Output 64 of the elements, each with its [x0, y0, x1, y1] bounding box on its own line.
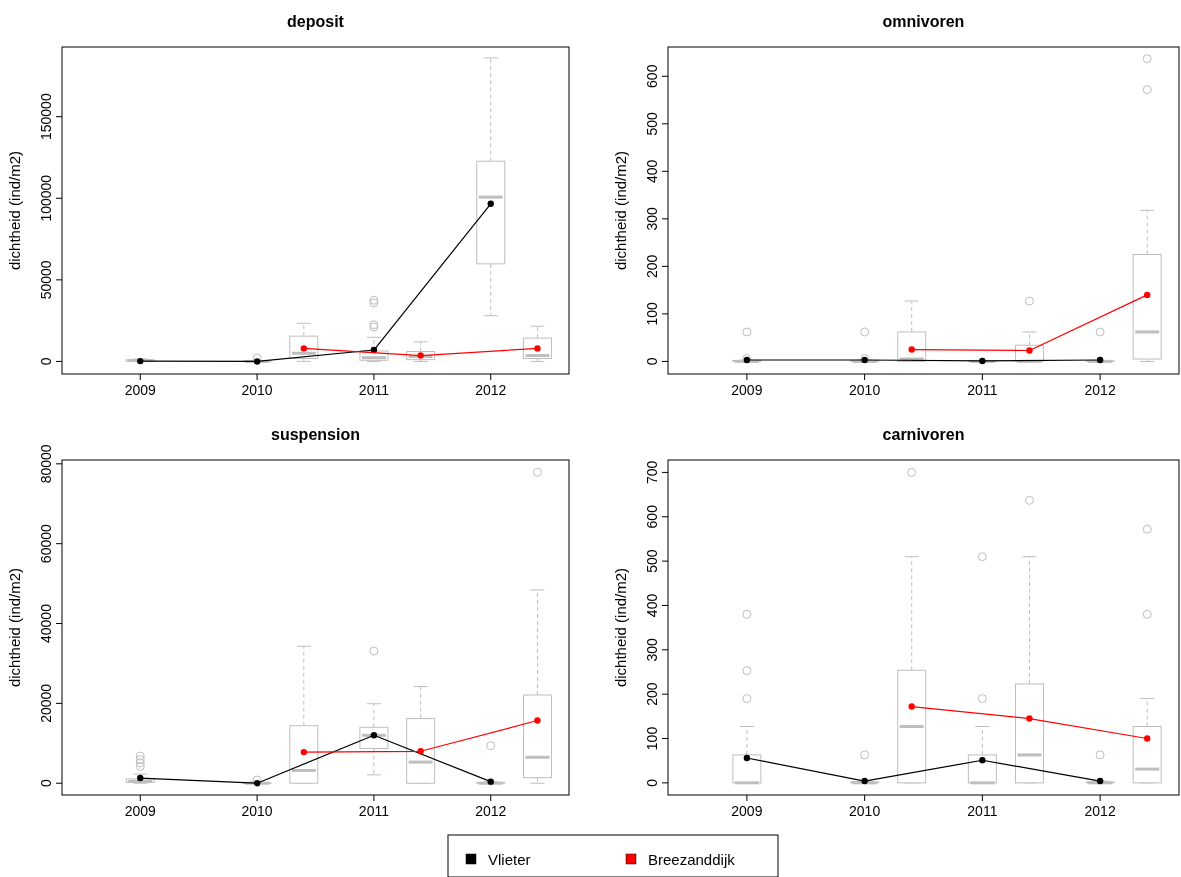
y-tick-label: 500 [644, 549, 660, 573]
y-tick-label: 40000 [38, 603, 54, 643]
y-axis-title: dichtheid (ind/m2) [6, 150, 23, 271]
legend-label: Breezanddijk [648, 851, 736, 868]
y-tick-label: 0 [644, 778, 660, 787]
x-tick-label: 2011 [358, 382, 390, 398]
y-tick-label: 200 [644, 254, 660, 279]
x-tick-label: 2010 [849, 382, 881, 398]
point [534, 345, 541, 352]
chart-title: suspension [271, 426, 360, 443]
point [908, 346, 915, 353]
legend-label: Vlieter [488, 851, 531, 868]
y-tick-label: 600 [644, 64, 660, 88]
x-tick-label: 2012 [475, 382, 507, 398]
y-tick-label: 400 [644, 593, 660, 618]
point [1026, 715, 1033, 722]
y-tick-label: 500 [644, 111, 660, 136]
x-tick-label: 2010 [241, 803, 273, 819]
x-tick-label: 2011 [358, 803, 390, 819]
x-tick-label: 2011 [967, 382, 998, 398]
y-tick-label: 0 [644, 357, 660, 366]
y-axis-title: dichtheid (ind/m2) [612, 150, 629, 271]
y-tick-label: 300 [644, 206, 660, 231]
y-tick-label: 300 [644, 637, 660, 662]
y-tick-label: 200 [644, 682, 660, 706]
y-tick-label: 80000 [38, 444, 54, 484]
x-tick-label: 2009 [124, 382, 157, 398]
chart-title: deposit [287, 13, 345, 30]
chart-title: carnivoren [882, 426, 965, 443]
point [1144, 291, 1151, 299]
y-tick-label: 100 [644, 726, 660, 751]
y-tick-label: 150000 [38, 93, 54, 141]
y-axis-title: dichtheid (ind/m2) [6, 567, 23, 688]
x-tick-label: 2012 [475, 803, 507, 819]
x-tick-label: 2012 [1084, 803, 1116, 819]
point [487, 200, 494, 208]
y-tick-label: 400 [644, 159, 660, 183]
y-axis-title: dichtheid (ind/m2) [612, 567, 629, 688]
point [417, 748, 424, 755]
x-tick-label: 2010 [849, 803, 881, 819]
x-tick-label: 2009 [731, 382, 763, 398]
x-tick-label: 2011 [967, 803, 998, 819]
y-tick-label: 0 [38, 357, 54, 366]
chart-title: omnivoren [882, 13, 965, 30]
y-tick-label: 0 [38, 779, 54, 788]
y-tick-label: 60000 [38, 524, 54, 564]
y-tick-label: 600 [644, 504, 660, 529]
y-tick-label: 20000 [38, 683, 54, 723]
x-tick-label: 2009 [124, 803, 157, 819]
y-tick-label: 100 [644, 301, 660, 326]
y-tick-label: 100000 [38, 174, 54, 222]
point [417, 352, 424, 359]
y-tick-label: 50000 [38, 260, 54, 300]
point [743, 754, 751, 762]
y-tick-label: 700 [644, 460, 660, 485]
point [300, 748, 308, 756]
x-tick-label: 2009 [731, 803, 763, 819]
x-tick-label: 2012 [1084, 382, 1116, 398]
point [979, 757, 986, 764]
x-tick-label: 2010 [241, 382, 273, 398]
point [1144, 735, 1151, 742]
point [534, 717, 541, 724]
point [908, 703, 915, 710]
point [1026, 347, 1033, 354]
